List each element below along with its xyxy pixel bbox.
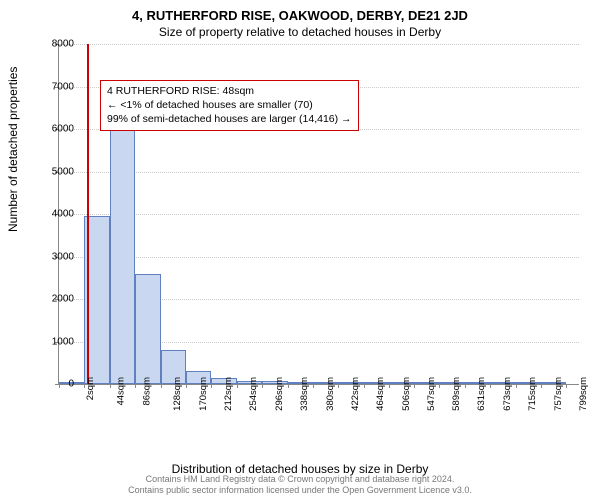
xtick-mark — [541, 384, 542, 388]
xtick-label: 547sqm — [425, 377, 436, 411]
ytick-label: 1000 — [34, 336, 74, 347]
xtick-mark — [414, 384, 415, 388]
xtick-label: 44sqm — [116, 377, 127, 406]
xtick-label: 673sqm — [502, 377, 513, 411]
ytick-label: 0 — [34, 379, 74, 390]
xtick-label: 715sqm — [527, 377, 538, 411]
info-line: ← <1% of detached houses are smaller (70… — [107, 98, 352, 112]
xtick-label: 799sqm — [578, 377, 589, 411]
ytick-label: 2000 — [34, 294, 74, 305]
gridline — [59, 44, 579, 45]
xtick-mark — [439, 384, 440, 388]
ytick-label: 7000 — [34, 81, 74, 92]
info-line: 99% of semi-detached houses are larger (… — [107, 112, 352, 126]
info-line: 4 RUTHERFORD RISE: 48sqm — [107, 84, 352, 98]
footer-line: Contains public sector information licen… — [0, 485, 600, 496]
xtick-mark — [313, 384, 314, 388]
xtick-mark — [364, 384, 365, 388]
xtick-mark — [288, 384, 289, 388]
xtick-label: 170sqm — [197, 377, 208, 411]
xtick-mark — [516, 384, 517, 388]
xtick-label: 380sqm — [324, 377, 335, 411]
xtick-mark — [110, 384, 111, 388]
xtick-label: 757sqm — [552, 377, 563, 411]
xtick-mark — [490, 384, 491, 388]
xtick-label: 212sqm — [223, 377, 234, 411]
xtick-mark — [566, 384, 567, 388]
xtick-label: 296sqm — [274, 377, 285, 411]
gridline — [59, 172, 579, 173]
xtick-mark — [237, 384, 238, 388]
xtick-label: 128sqm — [172, 377, 183, 411]
xtick-label: 506sqm — [401, 377, 412, 411]
gridline — [59, 257, 579, 258]
xtick-label: 464sqm — [375, 377, 386, 411]
xtick-mark — [211, 384, 212, 388]
xtick-label: 254sqm — [248, 377, 259, 411]
chart-title-main: 4, RUTHERFORD RISE, OAKWOOD, DERBY, DE21… — [0, 0, 600, 23]
footer-attribution: Contains HM Land Registry data © Crown c… — [0, 474, 600, 497]
xtick-mark — [135, 384, 136, 388]
xtick-mark — [389, 384, 390, 388]
xtick-mark — [84, 384, 85, 388]
gridline — [59, 214, 579, 215]
chart-area: 4 RUTHERFORD RISE: 48sqm ← <1% of detach… — [0, 32, 600, 452]
xtick-mark — [465, 384, 466, 388]
ytick-label: 5000 — [34, 166, 74, 177]
xtick-label: 589sqm — [451, 377, 462, 411]
footer-line: Contains HM Land Registry data © Crown c… — [0, 474, 600, 485]
xtick-mark — [338, 384, 339, 388]
histogram-bar — [110, 99, 135, 384]
marker-line — [87, 44, 89, 384]
xtick-label: 86sqm — [141, 377, 152, 406]
y-axis-label: Number of detached properties — [6, 67, 20, 232]
xtick-label: 631sqm — [476, 377, 487, 411]
info-box: 4 RUTHERFORD RISE: 48sqm ← <1% of detach… — [100, 80, 359, 131]
xtick-label: 2sqm — [85, 377, 96, 400]
xtick-mark — [262, 384, 263, 388]
xtick-label: 338sqm — [299, 377, 310, 411]
xtick-mark — [161, 384, 162, 388]
ytick-label: 6000 — [34, 124, 74, 135]
ytick-label: 4000 — [34, 209, 74, 220]
histogram-bar — [135, 274, 160, 385]
xtick-mark — [186, 384, 187, 388]
xtick-label: 422sqm — [350, 377, 361, 411]
ytick-label: 8000 — [34, 39, 74, 50]
ytick-label: 3000 — [34, 251, 74, 262]
